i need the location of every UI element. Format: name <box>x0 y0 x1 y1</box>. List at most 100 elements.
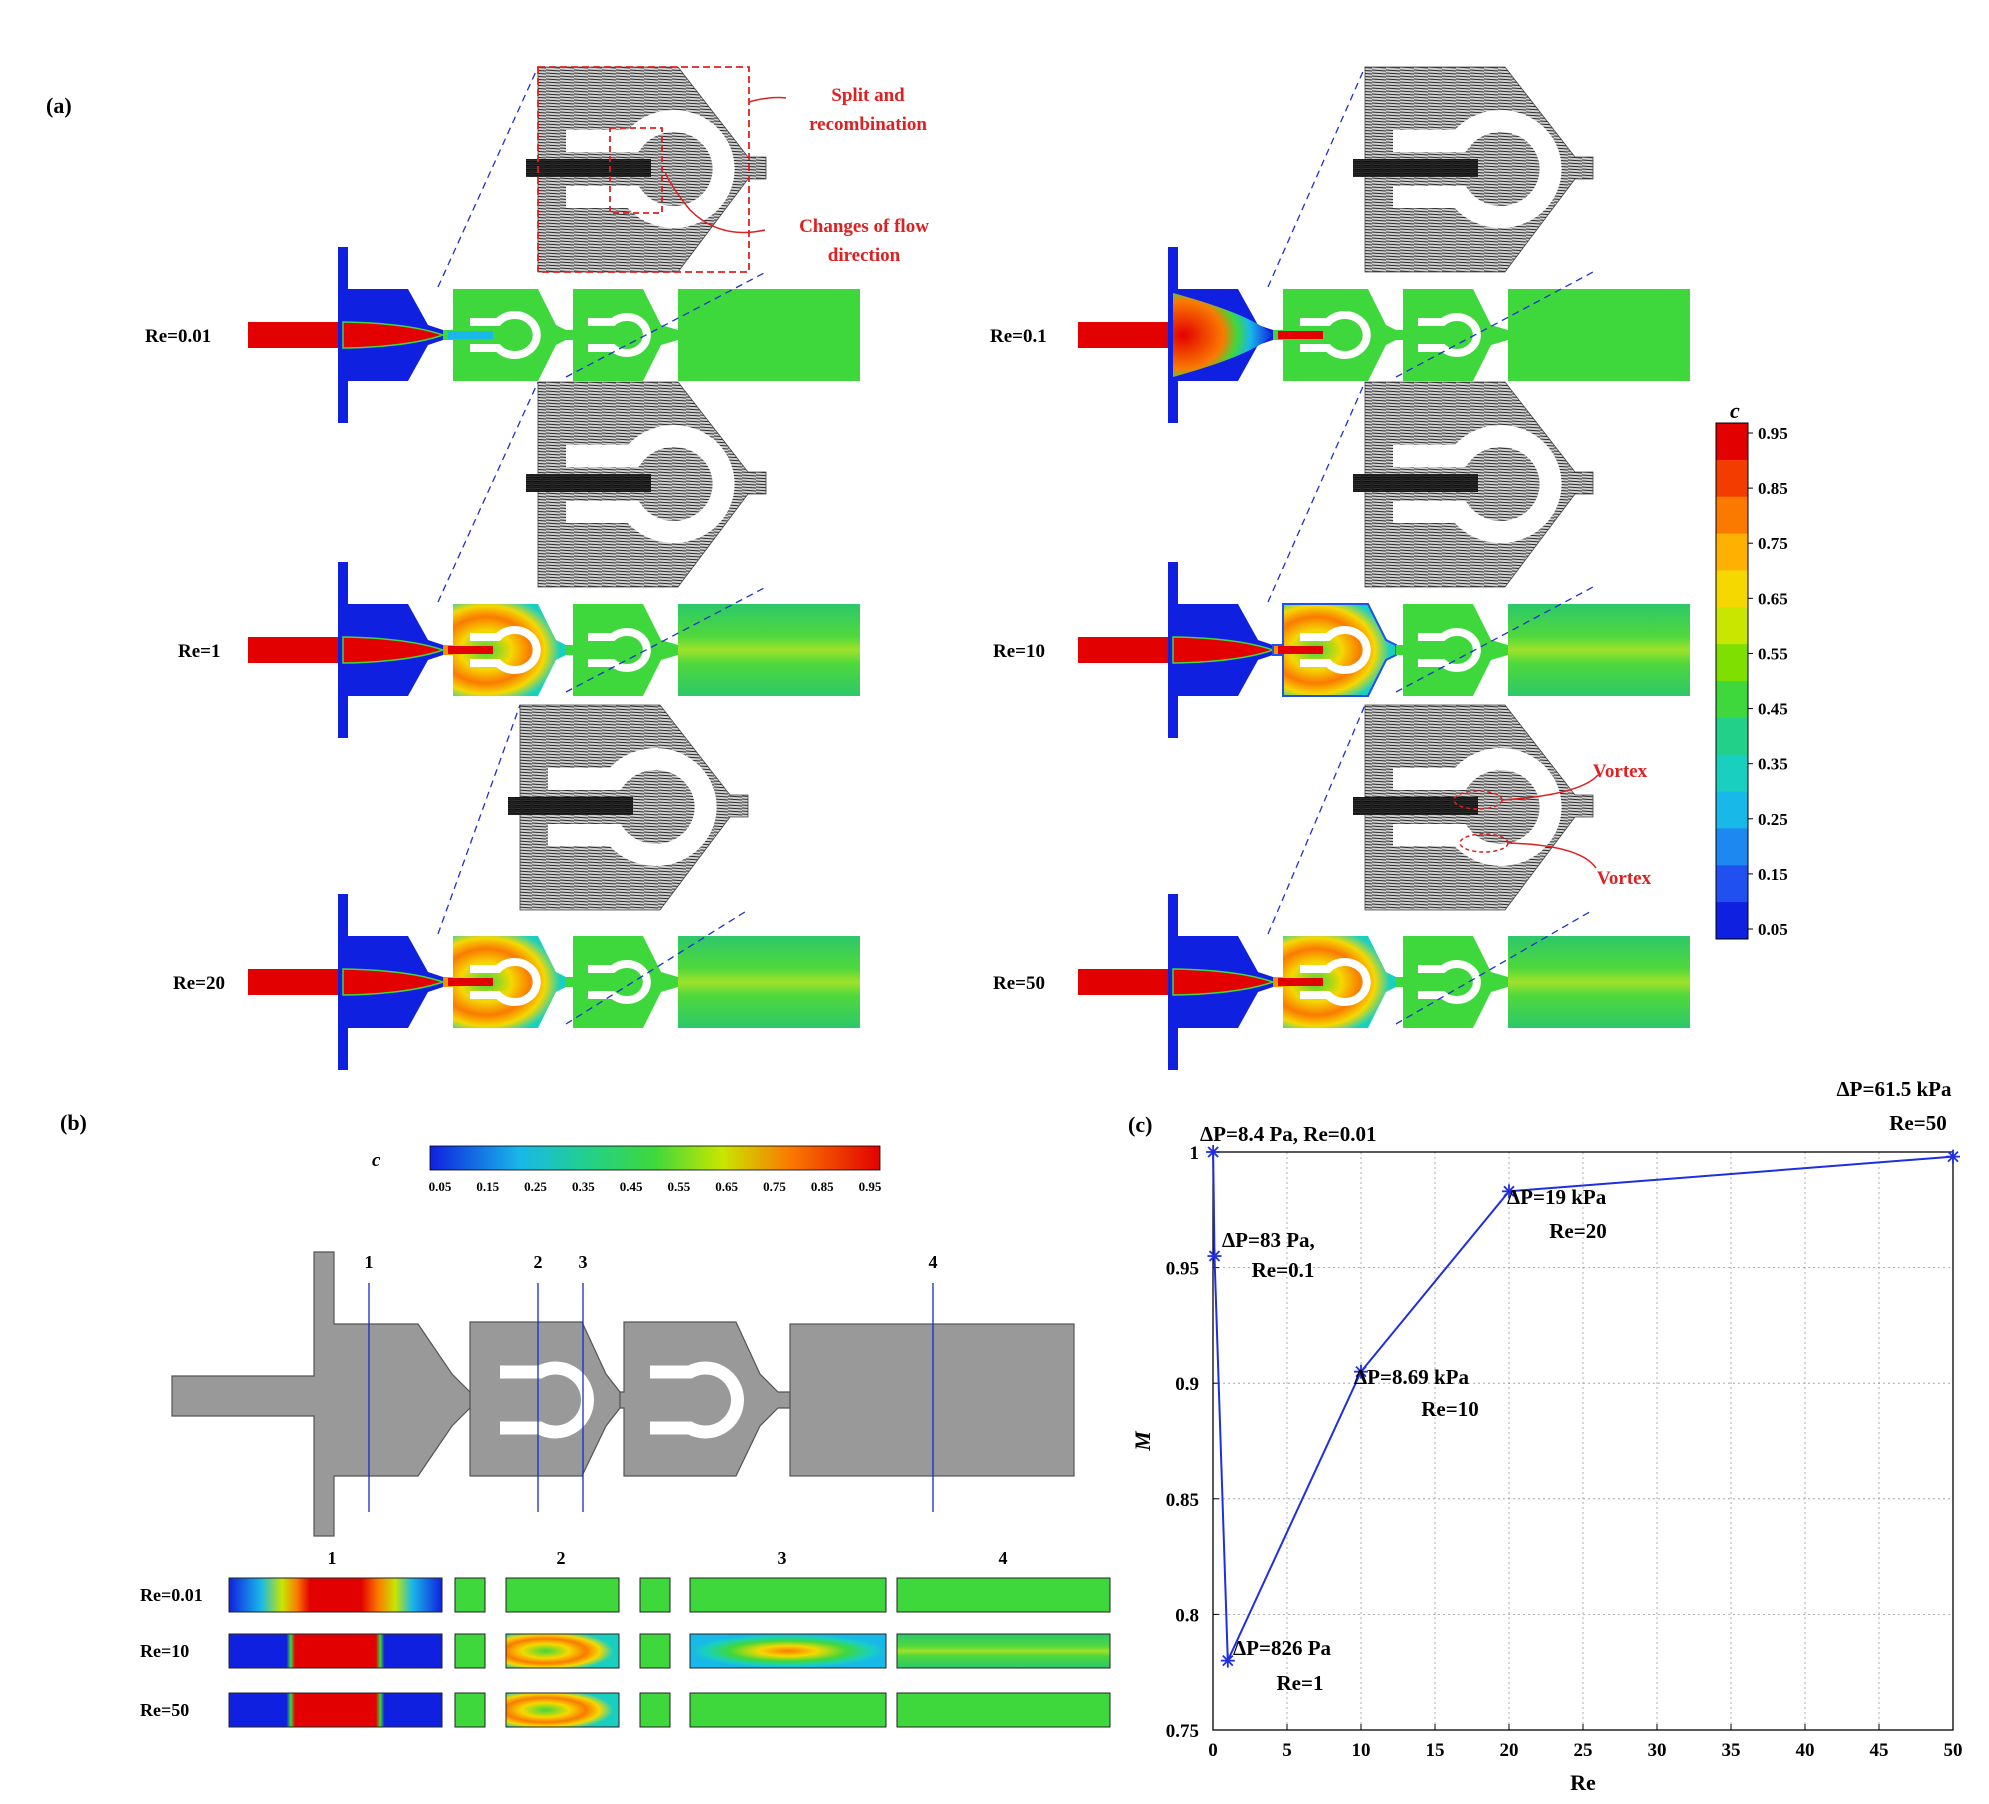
section-row-label-2: Re=50 <box>140 1700 189 1720</box>
colorbar-swatch-6 <box>1716 644 1748 682</box>
x-tick-8: 40 <box>1796 1740 1815 1761</box>
x-tick-2: 10 <box>1352 1740 1371 1761</box>
case-5: Re=50 <box>993 704 1690 1070</box>
colorbar-tick-1: 0.85 <box>1758 479 1788 498</box>
section-slice-0-2 <box>505 1577 620 1613</box>
colorbar-swatch-5 <box>1716 607 1748 645</box>
case-3: Re=10 <box>993 381 1690 738</box>
changes-label-2: direction <box>828 245 901 266</box>
section-header-0: 1 <box>328 1548 337 1568</box>
colorbar-swatch-0 <box>1716 423 1748 461</box>
panel-a-cases: Re=0.01 Re=0.1 Re=1 Re=10 Re=20 Re=50 <box>145 66 1690 1070</box>
annotation-4-line1: ΔP=19 kPa <box>1507 1185 1607 1209</box>
y-tick-1: 0.8 <box>1175 1605 1199 1626</box>
section-lines: 1 2 3 4 <box>365 1252 938 1512</box>
y-tick-4: 0.95 <box>1166 1259 1199 1280</box>
data-point-4 <box>1502 1184 1516 1199</box>
section-row-label-0: Re=0.01 <box>140 1585 203 1605</box>
section-header-2: 3 <box>778 1548 787 1568</box>
case-1: Re=0.1 <box>990 66 1690 423</box>
vortex-bottom-label: Vortex <box>1597 868 1652 889</box>
panel-b-colorbar-tick-7: 0.75 <box>763 1179 786 1194</box>
section-slice-0-5 <box>896 1577 1111 1613</box>
section-slice-1-4 <box>689 1633 887 1669</box>
section-line-label-3: 4 <box>929 1252 938 1272</box>
mixer-unit-1 <box>469 1321 621 1477</box>
colorbar-tick-8: 0.15 <box>1758 865 1788 884</box>
colorbar-tick-6: 0.35 <box>1758 755 1788 774</box>
vortex-top-label: Vortex <box>1593 761 1648 782</box>
concentration-field-5 <box>1078 894 1690 1070</box>
panel-b-colorbar-tick-0: 0.05 <box>429 1179 452 1194</box>
y-tick-0: 0.75 <box>1166 1721 1199 1742</box>
zoom-streamline-1 <box>1353 66 1594 273</box>
case-label-3: Re=10 <box>993 641 1045 662</box>
annotation-4-line2: Re=20 <box>1549 1219 1606 1243</box>
data-point-5 <box>1946 1149 1960 1164</box>
mixing-index-chart: 0 5 10 15 20 25 30 35 40 45 50 0.75 0.8 0.85 0.9 0.95 1 R… <box>1130 1077 1963 1795</box>
annotation-3-line2: Re=10 <box>1421 1397 1478 1421</box>
x-tick-5: 25 <box>1574 1740 1593 1761</box>
data-point-0 <box>1206 1145 1221 1159</box>
panel-b-label: (b) <box>60 1110 87 1135</box>
split-label-1: Split and <box>831 85 905 106</box>
panel-b-colorbar-title: c <box>372 1150 381 1171</box>
section-slice-1-5 <box>896 1633 1111 1669</box>
colorbar-tick-2: 0.75 <box>1758 534 1788 553</box>
section-slice-2-1 <box>454 1692 486 1728</box>
annotation-0-line1: ΔP=8.4 Pa, Re=0.01 <box>1200 1122 1377 1146</box>
section-slice-1-2 <box>505 1633 620 1669</box>
case-4: Re=20 <box>173 704 860 1070</box>
colorbar-swatch-3 <box>1716 533 1748 571</box>
mixer-unit-1-insert <box>500 1361 594 1439</box>
vortex-annotation: Vortex Vortex <box>1453 761 1652 889</box>
colorbar-swatch-10 <box>1716 791 1748 829</box>
colorbar-swatch-4 <box>1716 570 1748 608</box>
inlet-chamber <box>171 1251 471 1537</box>
x-tick-9: 45 <box>1870 1740 1889 1761</box>
section-row-0: Re=0.01 <box>140 1577 1111 1613</box>
colorbar-tick-7: 0.25 <box>1758 810 1788 829</box>
y-tick-5: 1 <box>1190 1143 1200 1164</box>
panel-a-colorbar-title: c <box>1730 398 1740 423</box>
panel-a-colorbar: c 0.95 0.85 0.75 0.65 0.55 0.45 0.35 0.25 0.15 0.… <box>1715 398 1788 940</box>
panel-b-colorbar-tick-4: 0.45 <box>620 1179 643 1194</box>
panel-b-geometry <box>171 1251 1075 1537</box>
section-line-label-0: 1 <box>365 1252 374 1272</box>
x-axis-label: Re <box>1570 1770 1596 1795</box>
annotation-5-line1: ΔP=61.5 kPa <box>1837 1077 1952 1101</box>
y-tick-2: 0.85 <box>1166 1490 1199 1511</box>
section-slice-0-1 <box>454 1577 486 1613</box>
y-axis-label: M <box>1130 1430 1155 1452</box>
zoom-streamline-0 <box>526 66 767 273</box>
vortex-bottom-arrow <box>1507 842 1597 869</box>
vortex-top-arrow <box>1501 774 1599 801</box>
section-slice-1-0 <box>228 1633 443 1669</box>
panel-b-colorbar-tick-2: 0.25 <box>524 1179 547 1194</box>
colorbar-swatch-8 <box>1716 717 1748 756</box>
case-0: Re=0.01 <box>145 66 860 423</box>
zoom-streamline-3 <box>1353 381 1594 588</box>
section-slice-0-4 <box>689 1577 887 1613</box>
zoom-streamline-5 <box>1353 704 1594 911</box>
mixer-unit-2-insert <box>650 1361 744 1439</box>
split-annotation: Split and recombination Changes of flow … <box>537 66 929 273</box>
zoom-streamline-2 <box>526 381 767 588</box>
split-box <box>537 66 750 273</box>
x-tick-3: 15 <box>1426 1740 1445 1761</box>
plot-frame <box>1212 1151 1954 1731</box>
concentration-field-3 <box>1078 562 1690 738</box>
case-2: Re=1 <box>178 381 860 738</box>
case-label-0: Re=0.01 <box>145 326 211 347</box>
data-point-3 <box>1354 1364 1368 1379</box>
panel-b-colorbar-tick-5: 0.55 <box>668 1179 691 1194</box>
annotation-1-line2: Re=0.1 <box>1252 1258 1315 1282</box>
panel-b-colorbar-tick-6: 0.65 <box>715 1179 738 1194</box>
colorbar-swatch-2 <box>1716 496 1748 535</box>
section-slice-0-0 <box>228 1577 443 1613</box>
concentration-field-1 <box>1078 247 1690 423</box>
colorbar-tick-3: 0.65 <box>1758 589 1788 608</box>
section-row-1: Re=10 <box>140 1633 1111 1669</box>
section-slice-1-1 <box>454 1633 486 1669</box>
